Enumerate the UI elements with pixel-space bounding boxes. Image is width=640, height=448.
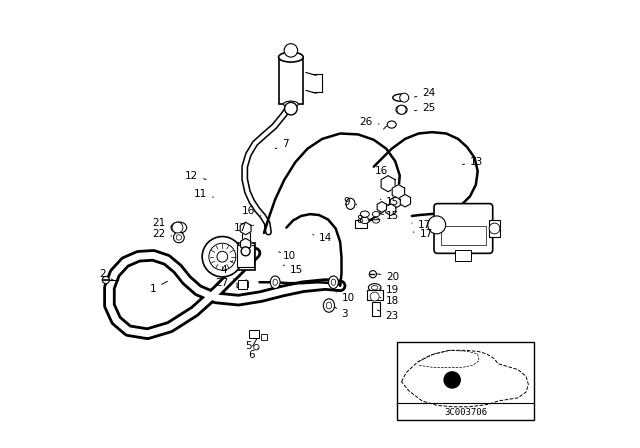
Circle shape	[102, 276, 109, 284]
Ellipse shape	[346, 198, 355, 209]
Ellipse shape	[396, 105, 407, 114]
Polygon shape	[381, 176, 395, 192]
Text: 17: 17	[412, 220, 431, 230]
Bar	[239, 280, 248, 289]
Ellipse shape	[284, 101, 298, 107]
Text: 2: 2	[99, 269, 113, 280]
Circle shape	[444, 372, 460, 388]
Ellipse shape	[326, 302, 332, 309]
Circle shape	[209, 243, 236, 270]
Bar	[215, 243, 255, 270]
Text: 6: 6	[248, 349, 258, 360]
Circle shape	[397, 105, 406, 114]
Circle shape	[202, 237, 243, 277]
Bar	[355, 220, 367, 228]
Text: 1: 1	[150, 281, 168, 294]
Bar	[242, 232, 250, 243]
Polygon shape	[392, 185, 404, 199]
Text: 7: 7	[275, 139, 289, 149]
Text: 17: 17	[413, 229, 433, 239]
Circle shape	[173, 232, 184, 243]
Text: 16: 16	[242, 207, 261, 216]
Text: 3C003706: 3C003706	[444, 408, 487, 417]
Polygon shape	[240, 222, 251, 235]
Circle shape	[370, 292, 379, 301]
FancyBboxPatch shape	[434, 203, 493, 254]
Text: 24: 24	[415, 88, 435, 98]
Circle shape	[217, 251, 228, 262]
Polygon shape	[241, 238, 251, 250]
Ellipse shape	[360, 211, 369, 217]
Ellipse shape	[372, 218, 380, 223]
Bar	[441, 226, 486, 246]
Text: 19: 19	[380, 285, 399, 295]
Text: 8: 8	[356, 215, 380, 225]
Text: 3: 3	[335, 307, 348, 319]
Text: 22: 22	[152, 229, 172, 239]
Ellipse shape	[372, 211, 380, 217]
Text: 15: 15	[382, 211, 399, 221]
Polygon shape	[390, 197, 400, 208]
Text: 16: 16	[375, 166, 388, 176]
Text: 13: 13	[463, 157, 483, 167]
Bar	[397, 342, 534, 420]
Circle shape	[285, 103, 297, 115]
Text: 4: 4	[220, 261, 233, 275]
Text: 21: 21	[152, 218, 172, 228]
Polygon shape	[386, 204, 396, 215]
Circle shape	[253, 345, 259, 350]
Text: 18: 18	[380, 296, 399, 306]
Bar	[249, 330, 259, 338]
Bar	[371, 302, 380, 316]
FancyArrowPatch shape	[306, 73, 316, 75]
Ellipse shape	[387, 121, 396, 128]
Text: 15: 15	[284, 265, 303, 275]
Ellipse shape	[332, 279, 336, 285]
Circle shape	[400, 93, 409, 102]
Bar	[261, 334, 267, 340]
Ellipse shape	[323, 299, 335, 312]
Text: 15: 15	[380, 198, 399, 207]
Circle shape	[241, 247, 250, 256]
Text: 20: 20	[378, 272, 399, 282]
Ellipse shape	[360, 217, 369, 224]
Circle shape	[284, 44, 298, 57]
Text: 5: 5	[245, 338, 255, 351]
Text: 26: 26	[360, 117, 379, 127]
Ellipse shape	[273, 279, 278, 285]
Circle shape	[489, 223, 500, 234]
Ellipse shape	[369, 284, 381, 292]
Text: 12: 12	[185, 171, 206, 181]
Ellipse shape	[371, 285, 378, 290]
Bar	[278, 57, 303, 104]
FancyArrowPatch shape	[306, 90, 316, 93]
Ellipse shape	[270, 276, 280, 289]
Text: 27: 27	[215, 278, 234, 288]
Text: 25: 25	[415, 103, 435, 113]
Text: 11: 11	[194, 189, 213, 198]
Circle shape	[172, 222, 183, 233]
Bar	[237, 245, 254, 267]
Text: 23: 23	[378, 310, 398, 321]
Text: 9: 9	[344, 198, 356, 207]
Circle shape	[176, 235, 182, 240]
Ellipse shape	[278, 52, 303, 62]
Polygon shape	[377, 202, 387, 212]
Text: 10: 10	[336, 292, 355, 303]
Ellipse shape	[171, 222, 187, 233]
Bar	[455, 250, 472, 261]
Polygon shape	[400, 194, 410, 207]
Text: 17: 17	[234, 223, 253, 233]
Ellipse shape	[393, 94, 408, 101]
Text: 10: 10	[279, 251, 296, 261]
Bar	[367, 290, 383, 300]
Ellipse shape	[328, 276, 339, 289]
Circle shape	[428, 216, 445, 234]
Circle shape	[369, 271, 376, 278]
Bar	[489, 220, 500, 237]
Text: 14: 14	[313, 233, 332, 243]
